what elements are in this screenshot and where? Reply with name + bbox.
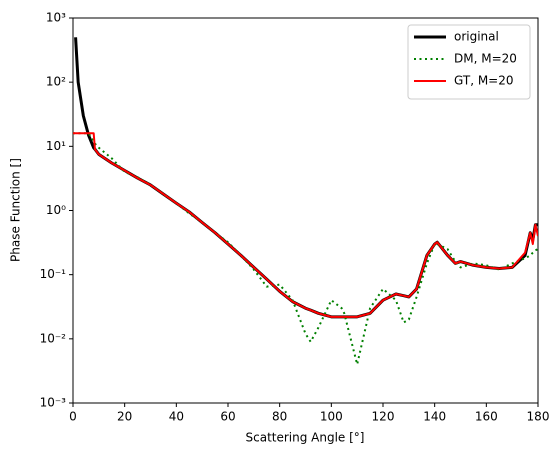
plot-area [73, 37, 538, 366]
y-tick-label: 10² [46, 75, 66, 89]
legend-label: GT, M=20 [454, 74, 514, 88]
y-axis-label: Phase Function [] [9, 158, 23, 262]
y-tick-label: 10¹ [46, 139, 66, 153]
y-tick-label: 10⁻² [40, 331, 67, 345]
x-tick-label: 60 [220, 410, 235, 424]
x-tick-label: 80 [272, 410, 287, 424]
x-tick-label: 180 [527, 410, 550, 424]
x-tick-label: 140 [423, 410, 446, 424]
legend-label: original [454, 30, 499, 44]
y-tick-label: 10⁰ [46, 203, 66, 217]
x-tick-label: 0 [69, 410, 77, 424]
x-tick-label: 100 [320, 410, 343, 424]
y-tick-label: 10⁻³ [40, 396, 67, 410]
y-tick-label: 10⁻¹ [40, 267, 67, 281]
series-line [73, 132, 538, 366]
y-tick-label: 10³ [46, 11, 66, 25]
x-tick-label: 40 [169, 410, 184, 424]
x-tick-label: 160 [475, 410, 498, 424]
legend-label: DM, M=20 [454, 52, 517, 66]
x-axis-label: Scattering Angle [°] [246, 431, 365, 445]
x-tick-label: 20 [117, 410, 132, 424]
series-line [73, 132, 538, 318]
x-tick-label: 120 [372, 410, 395, 424]
